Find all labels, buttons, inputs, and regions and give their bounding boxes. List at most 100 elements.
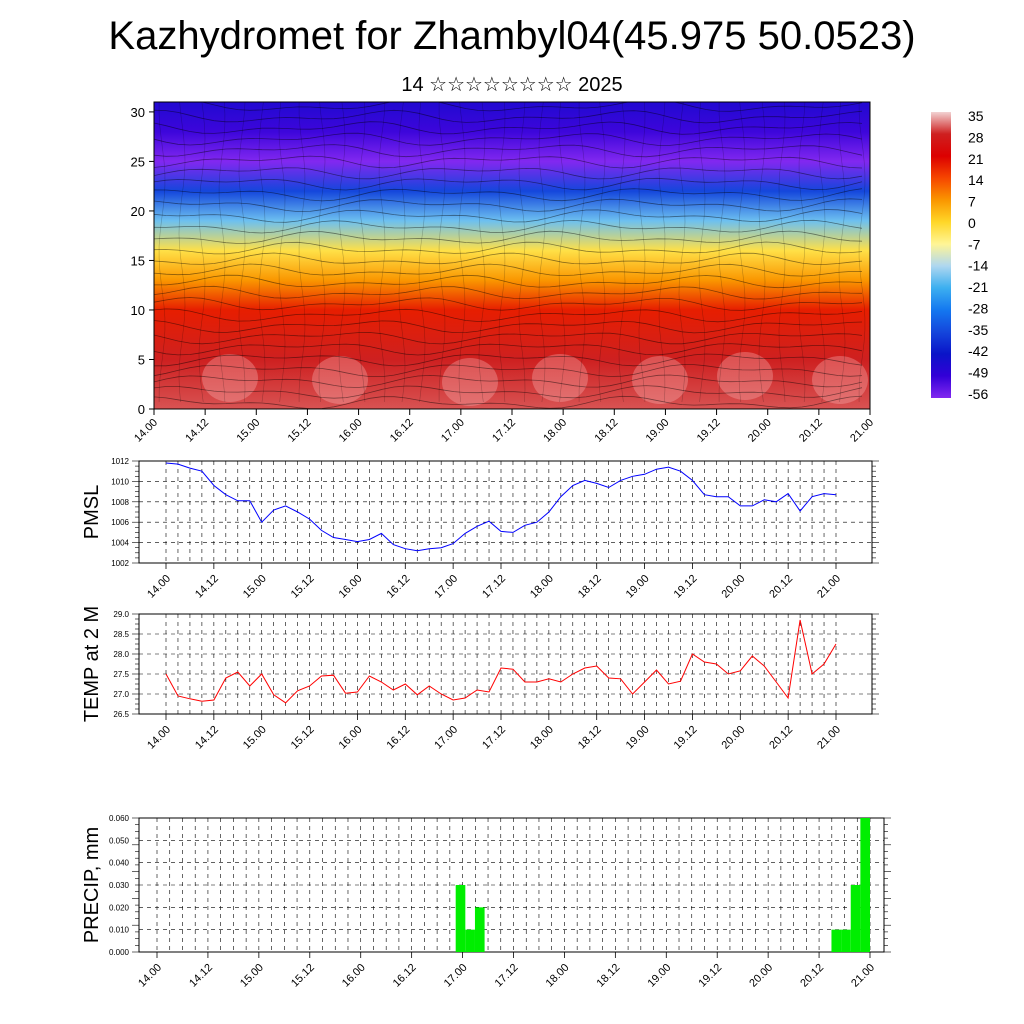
precip-xtick-label: 15.12	[289, 962, 317, 990]
streamline-24	[154, 364, 863, 377]
streamline-25	[154, 374, 863, 388]
wind-barb-column-35	[858, 102, 866, 402]
cs-ytick-label: 0	[138, 402, 145, 417]
wind-barb-column-1	[178, 102, 186, 403]
temp-xtick-label: 15.00	[241, 724, 269, 752]
streamline-21	[154, 332, 863, 345]
wind-barb-column-10	[358, 102, 366, 403]
pmsl-xtick-label: 15.12	[289, 573, 317, 601]
wind-barb-column-15	[458, 102, 466, 403]
streamline-4	[154, 144, 863, 158]
wind-barb-column-9	[338, 102, 346, 403]
pmsl-xtick-label: 17.12	[480, 573, 508, 601]
pmsl-xtick-label: 19.00	[624, 573, 652, 601]
precip-ytick-label: 0.040	[109, 859, 130, 868]
temp-xtick-label: 16.00	[337, 724, 365, 752]
cs-ytick-label: 25	[131, 154, 145, 169]
cs-xtick-label: 16.00	[337, 417, 365, 445]
precip-xtick-label: 18.00	[544, 962, 572, 990]
cs-xtick-label: 17.12	[490, 417, 518, 445]
temp-ytick-label: 29.0	[113, 610, 129, 619]
cs-xtick-label: 20.12	[797, 417, 825, 445]
colorbar-label: -56	[968, 386, 988, 402]
cs-xtick-label: 20.00	[746, 417, 774, 445]
cs-xtick-label: 19.12	[695, 417, 723, 445]
warm-cell-3	[532, 354, 588, 402]
colorbar-label: 28	[968, 129, 984, 145]
pmsl-ytick-label: 1008	[111, 498, 129, 507]
surface-warm-cells	[202, 352, 868, 406]
pmsl-xtick-label: 21.00	[815, 573, 843, 601]
pmsl-ylabel: PMSL	[81, 485, 103, 539]
wind-barb-column-6	[278, 102, 286, 403]
wind-barb-column-0	[158, 102, 166, 403]
streamline-23	[154, 353, 863, 367]
streamline-11	[154, 219, 863, 234]
streamline-3	[154, 132, 863, 146]
colorbar-label: -14	[968, 258, 988, 274]
cs-xtick-label: 21.00	[848, 417, 876, 445]
pmsl-xtick-label: 20.12	[767, 573, 795, 601]
temp-ylabel: TEMP at 2 M	[81, 606, 103, 722]
streamline-12	[154, 230, 863, 244]
wind-barb-column-21	[578, 102, 586, 402]
wind-barb-column-31	[778, 102, 786, 403]
cs-xtick-label: 15.12	[286, 417, 314, 445]
wind-barb-column-14	[438, 102, 446, 402]
temp-ytick-label: 28.5	[113, 630, 129, 639]
precip-bar	[860, 818, 870, 952]
precip-xtick-label: 15.00	[238, 962, 266, 990]
precip-xtick-label: 19.12	[696, 962, 724, 990]
pmsl-xtick-label: 19.12	[672, 573, 700, 601]
precip-bar	[465, 929, 475, 952]
cs-xtick-label: 19.00	[644, 417, 672, 445]
temp-line	[165, 619, 837, 704]
wind-barb-column-4	[238, 102, 246, 403]
temp-xtick-label: 19.00	[624, 724, 652, 752]
streamline-5	[154, 155, 863, 169]
temp-frame	[138, 613, 873, 715]
streamline-22	[154, 343, 863, 356]
warm-cell-2	[442, 358, 498, 406]
streamline-27	[154, 395, 863, 409]
colorbar-label: -49	[968, 365, 988, 381]
temp-xtick-label: 15.12	[289, 724, 317, 752]
temp-xtick-label: 20.00	[719, 724, 747, 752]
streamline-0	[154, 102, 863, 112]
pmsl-ytick-label: 1010	[111, 477, 129, 486]
wind-barb-column-32	[798, 102, 806, 403]
cs-ytick-label: 20	[131, 204, 145, 219]
colorbar-label: 21	[968, 151, 984, 167]
cs-xtick-label: 16.12	[388, 417, 416, 445]
streamline-15	[154, 263, 863, 277]
precip-bar	[455, 885, 466, 952]
streamline-26	[154, 385, 863, 399]
temp-xtick-label: 14.12	[193, 724, 221, 752]
precip-xtick-label: 20.00	[747, 962, 775, 990]
streamline-10	[154, 209, 863, 223]
precip-frame	[138, 817, 885, 953]
colorbar-label: -28	[968, 300, 988, 316]
wind-barb-column-22	[598, 102, 606, 403]
cs-ytick-label: 15	[131, 253, 145, 268]
colorbar-label: 0	[968, 215, 976, 231]
warm-cell-5	[717, 352, 773, 400]
warm-cell-6	[812, 356, 868, 404]
colorbar-label: -21	[968, 279, 988, 295]
cs-ytick-label: 10	[131, 303, 145, 318]
cs-xtick-label: 15.00	[234, 417, 262, 445]
streamline-1	[154, 109, 863, 124]
temp-xtick-label: 14.00	[145, 724, 173, 752]
wind-streamlines	[154, 102, 866, 409]
wind-barb-column-34	[838, 102, 846, 403]
precip-xtick-label: 17.12	[493, 962, 521, 990]
precip-ytick-label: 0.060	[109, 814, 130, 823]
colorbar-label: 14	[968, 172, 984, 188]
precip-xtick-label: 14.12	[187, 962, 215, 990]
temp-xtick-label: 19.12	[672, 724, 700, 752]
warm-cell-0	[202, 354, 258, 402]
pmsl-xtick-label: 16.00	[337, 573, 365, 601]
pmsl-ytick-label: 1012	[111, 457, 129, 466]
pmsl-xtick-label: 17.00	[432, 573, 460, 601]
